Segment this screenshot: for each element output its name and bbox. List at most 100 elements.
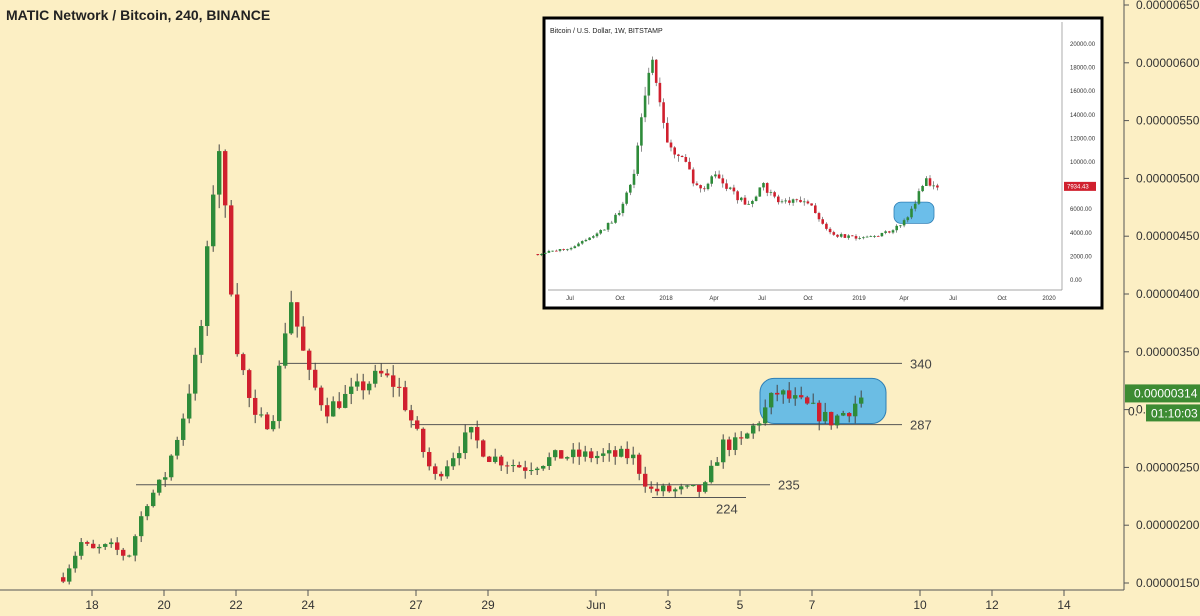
inset-candle-up — [573, 246, 577, 249]
inset-candle-up — [706, 183, 710, 190]
inset-candle-up — [643, 95, 647, 118]
inset-last-price-label: 7934.43 — [1067, 184, 1089, 190]
candle-down — [223, 151, 228, 206]
candle-down — [487, 456, 492, 462]
candle-down — [301, 326, 306, 351]
inset-candle-down — [703, 188, 706, 190]
candle-up — [127, 555, 132, 557]
partial-tick-label: 0. — [1128, 404, 1138, 418]
inset-candle-down — [876, 236, 880, 237]
inset-candle-up — [640, 117, 643, 146]
x-tick-label: 14 — [1057, 598, 1071, 612]
candle-up — [79, 542, 84, 556]
inset-candle-up — [566, 249, 569, 251]
inset-candle-up — [651, 59, 654, 73]
inset-candle-up — [880, 232, 884, 237]
inset-candle-up — [595, 233, 599, 237]
inset-x-tick-label: 2018 — [659, 296, 673, 302]
inset-candle-up — [921, 185, 924, 192]
y-tick-label: 0.00000500 — [1136, 171, 1200, 185]
inset-candle-down — [732, 187, 736, 192]
candle-up — [103, 544, 108, 547]
inset-candle-down — [666, 122, 669, 143]
candle-up — [601, 453, 606, 456]
inset-candle-up — [636, 145, 639, 174]
inset-candle-up — [629, 184, 632, 193]
inset-x-tick-label: Apr — [709, 296, 718, 302]
candle-up — [355, 381, 360, 387]
inset-candle-down — [825, 223, 828, 229]
inset-candle-down — [562, 249, 565, 250]
inset-candle-down — [810, 203, 813, 206]
candle-up — [793, 395, 798, 399]
inset-candle-up — [910, 208, 913, 218]
candle-down — [649, 486, 654, 489]
candle-down — [253, 397, 258, 415]
level-label-287: 287 — [910, 418, 932, 433]
inset-candle-up — [865, 236, 869, 238]
candle-up — [97, 546, 102, 549]
inset-candle-up — [839, 234, 843, 237]
inset-candle-down — [743, 197, 747, 205]
candle-up — [331, 401, 336, 417]
inset-candle-down — [888, 231, 891, 233]
inset-candle-up — [791, 199, 795, 203]
candle-down — [415, 420, 420, 429]
candle-down — [589, 451, 594, 459]
candle-up — [745, 433, 750, 439]
inset-x-tick-label: Oct — [803, 296, 813, 302]
candle-up — [685, 485, 690, 487]
x-tick-label: 20 — [157, 598, 171, 612]
candle-down — [319, 387, 324, 406]
inset-candle-down — [717, 174, 721, 179]
candle-up — [193, 354, 198, 394]
candle-down — [229, 205, 234, 295]
candle-up — [841, 413, 846, 416]
inset-candle-down — [725, 183, 728, 189]
inset-x-tick-label: Jul — [949, 296, 957, 302]
candle-up — [271, 421, 276, 430]
inset-y-tick-label: 18000.00 — [1070, 66, 1096, 72]
inset-candle-up — [758, 187, 762, 197]
inset-candle-down — [654, 59, 658, 83]
candle-up — [823, 411, 828, 422]
candle-up — [109, 542, 114, 545]
inset-candle-down — [928, 178, 932, 186]
y-tick-label: 0.00000450 — [1136, 229, 1200, 243]
candle-up — [565, 457, 570, 459]
candle-up — [283, 333, 288, 366]
candle-down — [91, 543, 96, 549]
inset-title: Bitcoin / U.S. Dollar, 1W, BITSTAMP — [550, 28, 663, 35]
candle-down — [739, 437, 744, 439]
chart-title: MATIC Network / Bitcoin, 240, BINANCE — [6, 7, 270, 23]
candle-up — [181, 418, 186, 440]
candle-down — [613, 450, 618, 457]
y-tick-label: 0.00000650 — [1136, 0, 1200, 12]
candle-up — [673, 489, 678, 492]
inset-candle-up — [588, 237, 591, 240]
candle-up — [583, 451, 588, 457]
inset-candle-down — [669, 142, 673, 148]
inset-x-tick-label: Oct — [997, 296, 1007, 302]
inset-candle-down — [777, 196, 780, 203]
inset-candle-down — [662, 102, 665, 123]
candle-down — [337, 401, 342, 408]
inset-candle-up — [603, 229, 606, 231]
inset-candle-up — [584, 239, 588, 242]
inset-candle-up — [762, 183, 765, 188]
candle-down — [361, 381, 366, 391]
inset-candle-up — [891, 230, 895, 233]
candle-up — [691, 485, 696, 487]
inset-candle-down — [806, 201, 810, 204]
candle-up — [493, 456, 498, 462]
inset-candle-up — [780, 201, 784, 203]
inset-candle-up — [917, 191, 921, 204]
candle-up — [529, 470, 534, 472]
candle-up — [859, 397, 864, 404]
candle-up — [73, 555, 78, 569]
inset-candle-up — [558, 249, 562, 251]
y-tick-label: 0.00000150 — [1136, 576, 1200, 590]
candle-up — [343, 393, 348, 408]
inset-candle-up — [895, 225, 898, 231]
x-tick-label: Jun — [586, 598, 605, 612]
